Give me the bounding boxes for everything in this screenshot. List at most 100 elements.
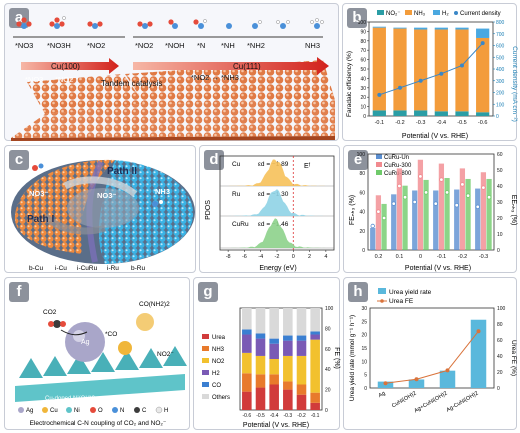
x-tick-label: -2 <box>275 254 280 260</box>
x-tick-label: -0.3 <box>416 120 425 126</box>
bar-CO <box>310 331 320 335</box>
panel-c: c Path II Path I NO3⁻ NO3⁻ NH3 b-Cu i-Cu… <box>4 145 196 273</box>
step-right-label: *NO2 → *NH3 <box>191 73 239 82</box>
bar-NO₂⁻ <box>372 110 386 116</box>
x-tick-label: CuNi(OH)2 <box>391 391 418 410</box>
y2-tick-label: 40 <box>497 354 503 360</box>
panel-h-label: h <box>348 282 368 302</box>
legend-swatch <box>377 10 384 15</box>
x-tick-label: -0.2 <box>297 413 306 419</box>
y-tick-label: 20 <box>360 95 366 101</box>
y-tick-label: 80 <box>325 326 331 332</box>
bar-NH₃ <box>372 27 386 111</box>
bar-H₂ <box>455 27 469 30</box>
legend-label: NO2 <box>212 359 225 365</box>
bar-NO₂⁻ <box>393 110 407 116</box>
species-label: *N <box>197 41 205 50</box>
urea-fe-point <box>445 368 450 373</box>
chart-e-ylabel: FEₙₕ₃ (%) <box>349 195 356 225</box>
x-tick-label: 4 <box>324 254 327 260</box>
legend-swatch <box>376 162 382 167</box>
y2-tick-label: 40 <box>497 184 503 190</box>
panel-d-label: d <box>204 150 224 170</box>
panel-d: d PDOS Energy (eV) Eᶠ Cu εd = −1.89 Ru ε… <box>199 145 340 273</box>
bar-H₂ <box>414 27 428 30</box>
bar-NH3 <box>296 384 307 395</box>
y-tick-label: 30 <box>360 86 366 92</box>
legend-label: H2 <box>212 371 220 377</box>
x-tick-label: -0.6 <box>478 120 487 126</box>
cu100-slab <box>27 74 145 114</box>
atom-legend-label: N <box>120 408 124 414</box>
bar-H₂ <box>476 28 490 38</box>
y-tick-label: 80 <box>359 171 365 177</box>
bar-CuRu-300 <box>438 163 445 250</box>
cu111-label: Cu(111) <box>233 62 261 71</box>
bar-NH3 <box>283 381 293 390</box>
y2-tick-label: 0 <box>497 386 500 392</box>
x-tick-label: -0.4 <box>270 413 279 419</box>
legend-label: CO <box>212 383 221 389</box>
species-tag: NO2⁻ <box>157 351 174 358</box>
y-tick-label: 25 <box>361 319 367 325</box>
y2-tick-label: 10 <box>497 232 503 238</box>
y-tick-label: 40 <box>360 76 366 82</box>
legend-label: NH3 <box>212 347 225 353</box>
species-label: *NO2 <box>135 41 153 50</box>
current-density-point <box>439 71 444 76</box>
y2-tick-label: 200 <box>496 91 505 97</box>
chart-h-ylabel: Urea yield rate (mmol g⁻¹ h⁻¹) <box>349 315 356 401</box>
pdos-curve <box>220 159 334 186</box>
y-tick-label: 100 <box>325 306 334 312</box>
chart-h-legend: Urea yield rate Urea FE <box>377 288 432 305</box>
bar-CuRu-Un <box>454 189 460 250</box>
bar-Urea <box>283 389 293 410</box>
bar-NO₂⁻ <box>414 110 428 116</box>
x-tick-label: -8 <box>226 254 231 260</box>
current-density-line <box>379 42 484 96</box>
chart-d-xlabel: Energy (eV) <box>259 265 296 272</box>
tandem-label: Tandem catalysis <box>101 79 162 88</box>
species-label: *NH <box>221 41 235 50</box>
bar-H2 <box>269 343 279 359</box>
bar-Urea <box>269 384 279 410</box>
atom-legend-label: C <box>142 408 147 414</box>
legend-label: CuRu-300 <box>384 163 412 169</box>
legend-label: Current density <box>460 11 501 17</box>
atom-legend-label: Ag <box>26 408 33 414</box>
y-tick-label: 100 <box>357 152 366 158</box>
bar-CuRu-Un <box>370 227 376 250</box>
y-tick-label: 60 <box>325 347 331 353</box>
species-label: *NH2 <box>247 41 265 50</box>
x-tick-label: -0.3 <box>479 254 488 260</box>
bar-H2 <box>242 334 252 353</box>
y2-tick-label: 30 <box>497 200 503 206</box>
x-tick-label: -0.4 <box>437 120 446 126</box>
ee-point <box>465 193 471 198</box>
x-tick-label: -0.2 <box>395 120 404 126</box>
legend-swatch <box>454 11 458 15</box>
bar-Urea <box>255 387 266 410</box>
urea-fe-point <box>476 329 481 334</box>
bar-NH₃ <box>476 37 490 113</box>
panel-g: g FE (%) Potential (V vs. RHE) Urea NH3 … <box>193 277 340 430</box>
bar-NO2 <box>269 359 279 375</box>
x-tick-label: Ag <box>378 391 387 400</box>
legend-swatch <box>378 288 386 294</box>
fermi-label: Eᶠ <box>304 163 311 170</box>
ee-point <box>460 182 465 187</box>
x-tick-label: 0.2 <box>375 254 383 260</box>
current-density-point <box>480 41 485 46</box>
ee-point <box>412 199 417 205</box>
x-tick-label: 0.1 <box>396 254 404 260</box>
x-tick-label: -0.3 <box>284 413 293 419</box>
legend-label: Urea <box>212 335 226 341</box>
species-label: *NO3 <box>15 41 33 50</box>
region-label: b-Cu <box>29 265 43 272</box>
bar-NO2 <box>296 355 307 385</box>
chart-b-legend: NO₂⁻ NH₃ H₂ Current density <box>377 10 501 17</box>
species-tag: CO2 <box>43 309 57 316</box>
legend-swatch <box>202 346 209 351</box>
bar-CuRu-Un <box>475 188 481 250</box>
y-tick-label: 20 <box>325 388 331 394</box>
